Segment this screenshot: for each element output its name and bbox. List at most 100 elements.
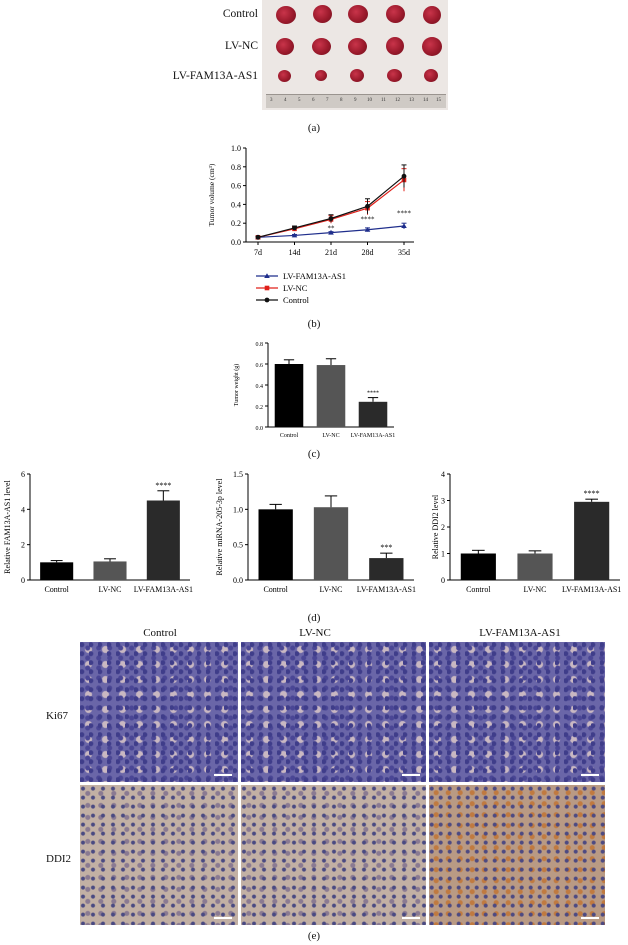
x-tick-label: 35d bbox=[398, 248, 410, 257]
tumor-weight-chart: 0.0 0.2 0.4 0.6 0.8 Tumor weight (g) Control LV… bbox=[233, 342, 395, 439]
photo-row-label-lvnc: LV-NC bbox=[224, 40, 258, 52]
scale-bar bbox=[581, 774, 599, 776]
scale-bar bbox=[214, 774, 232, 776]
bar bbox=[274, 364, 304, 427]
ihc-row-label-ddi2: DDI2 bbox=[46, 853, 72, 865]
y-tick-label: 1.5 bbox=[233, 470, 243, 479]
y-tick-label: 0.4 bbox=[231, 200, 241, 209]
ihc-col-header-control: Control bbox=[143, 627, 177, 639]
bar bbox=[40, 562, 74, 580]
data-point bbox=[328, 229, 334, 235]
significance-label: **** bbox=[361, 215, 376, 223]
data-point bbox=[401, 223, 407, 229]
ruler-tick: 14 bbox=[423, 98, 428, 103]
bar bbox=[93, 561, 127, 580]
y-tick-label: 2 bbox=[21, 541, 25, 550]
ihc-image-ddi2-lvfam bbox=[429, 785, 605, 925]
tumor-control-3 bbox=[348, 5, 368, 23]
significance-label: **** bbox=[397, 210, 412, 218]
legend-marker bbox=[264, 297, 270, 303]
data-point bbox=[364, 226, 371, 232]
significance-label: ** bbox=[328, 225, 336, 233]
tumor-lvnc-1 bbox=[276, 38, 294, 55]
x-tick-label: 21d bbox=[325, 248, 337, 257]
bar bbox=[369, 558, 404, 580]
tumor-lvfam-5 bbox=[424, 69, 438, 82]
y-tick-label: 1.0 bbox=[233, 505, 243, 514]
bar bbox=[358, 401, 388, 427]
y-tick-label: 0.8 bbox=[231, 163, 241, 172]
ruler-tick: 6 bbox=[312, 98, 315, 103]
y-axis-label: Tumor weight (g) bbox=[233, 364, 240, 406]
ihc-image-ddi2-lvnc bbox=[241, 785, 426, 925]
x-tick-label: 28d bbox=[362, 248, 374, 257]
x-tick-label: LV-FAM13A-AS1 bbox=[357, 585, 416, 594]
y-tick-label: 0.6 bbox=[231, 182, 241, 191]
x-tick-label: LV-FAM13A-AS1 bbox=[134, 585, 193, 594]
legend-label: Control bbox=[283, 295, 310, 305]
tumor-volume-chart: 0.0 0.2 0.4 0.6 0.8 1.0 7d 14d 21d 28d 35d Tumor vo… bbox=[207, 144, 414, 305]
ddi2-level-chart: 0 1 2 3 4 Relative DDI2 level Control LV-NC LV-F… bbox=[431, 470, 621, 594]
x-tick-label: Control bbox=[44, 585, 69, 594]
y-tick-label: 4 bbox=[441, 470, 445, 479]
ruler-tick: 12 bbox=[395, 98, 400, 103]
legend-label: LV-FAM13A-AS1 bbox=[283, 271, 346, 281]
y-tick-label: 0.2 bbox=[256, 405, 264, 411]
tumor-lvfam-4 bbox=[387, 69, 402, 82]
data-point bbox=[291, 232, 298, 238]
x-tick-label: 14d bbox=[289, 248, 301, 257]
tumor-lvnc-3 bbox=[348, 38, 367, 55]
significance-label: *** bbox=[380, 543, 392, 552]
x-tick-label: Control bbox=[263, 585, 288, 594]
bar bbox=[146, 500, 180, 580]
x-tick-label: LV-NC bbox=[320, 585, 343, 594]
x-tick-label: LV-FAM13A-AS1 bbox=[562, 585, 621, 594]
x-tick-label: LV-NC bbox=[322, 433, 339, 439]
bar bbox=[313, 507, 349, 580]
panel-label-e: (e) bbox=[307, 930, 321, 942]
y-tick-label: 0.0 bbox=[233, 576, 243, 585]
data-point bbox=[328, 216, 334, 221]
ruler-tick: 10 bbox=[367, 98, 372, 103]
tumor-lvnc-2 bbox=[312, 38, 331, 55]
ruler-tick: 5 bbox=[298, 98, 301, 103]
ruler-tick: 8 bbox=[340, 98, 343, 103]
y-tick-label: 0.0 bbox=[256, 426, 264, 432]
ihc-col-header-lvnc: LV-NC bbox=[299, 627, 331, 639]
y-tick-label: 0.4 bbox=[256, 384, 264, 390]
x-tick-label: Control bbox=[280, 433, 299, 439]
ihc-image-ddi2-control bbox=[80, 785, 238, 925]
legend-marker bbox=[264, 285, 270, 291]
ruler-tick: 7 bbox=[326, 98, 329, 103]
y-tick-label: 0 bbox=[21, 576, 25, 585]
ruler-tick: 13 bbox=[409, 98, 414, 103]
y-tick-label: 0.0 bbox=[231, 238, 241, 247]
tumor-control-5 bbox=[423, 6, 441, 24]
legend-label: LV-NC bbox=[283, 283, 308, 293]
x-tick-label: LV-NC bbox=[99, 585, 122, 594]
ruler-tick: 9 bbox=[354, 98, 357, 103]
panel-label-a: (a) bbox=[307, 122, 321, 134]
significance-label: **** bbox=[155, 481, 171, 490]
tumor-lvnc-4 bbox=[386, 37, 404, 55]
x-tick-label: Control bbox=[466, 585, 491, 594]
tumor-lvfam-3 bbox=[350, 69, 364, 82]
mirna-level-chart: 0.0 0.5 1.0 1.5 Relative miRNA-205-3p level C… bbox=[215, 470, 416, 594]
panel-label-c: (c) bbox=[307, 448, 321, 460]
fam13a-level-chart: 0 2 4 6 Relative FAM13A-AS1 level Control LV-N… bbox=[3, 470, 193, 594]
ihc-image-ki67-lvnc bbox=[241, 642, 426, 782]
bar bbox=[517, 553, 553, 580]
scale-bar bbox=[581, 917, 599, 919]
bar bbox=[316, 365, 346, 427]
data-point bbox=[365, 203, 370, 209]
photo-ruler: 3 4 5 6 7 8 9 10 11 12 13 14 15 bbox=[266, 94, 446, 108]
y-tick-label: 0.6 bbox=[256, 363, 264, 369]
y-axis-label: Relative FAM13A-AS1 level bbox=[3, 479, 12, 573]
y-tick-label: 1.0 bbox=[231, 144, 241, 153]
tumor-lvfam-2 bbox=[315, 70, 327, 81]
tumor-control-4 bbox=[386, 5, 405, 23]
y-axis-label: Relative DDI2 level bbox=[431, 494, 440, 559]
data-point bbox=[255, 234, 261, 240]
significance-label: **** bbox=[584, 489, 600, 498]
ihc-image-ki67-lvfam bbox=[429, 642, 605, 782]
